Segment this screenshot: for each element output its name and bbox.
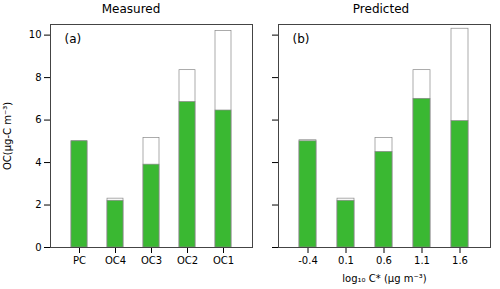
svg-text:6: 6: [35, 114, 41, 125]
svg-text:OC2: OC2: [177, 255, 198, 266]
svg-text:PC: PC: [73, 255, 86, 266]
svg-text:4: 4: [35, 157, 41, 168]
svg-text:OC3: OC3: [141, 255, 162, 266]
html-text:Predicted: Predicted: [352, 2, 410, 16]
svg-text:1.1: 1.1: [414, 255, 430, 266]
svg-text:OC4: OC4: [105, 255, 126, 266]
svg-text:0.1: 0.1: [338, 255, 354, 266]
svg-text:log₁₀ C* (μg m⁻³): log₁₀ C* (μg m⁻³): [342, 273, 426, 284]
svg-text:1.6: 1.6: [452, 255, 468, 266]
svg-text:OC1: OC1: [213, 255, 234, 266]
svg-text:(a): (a): [65, 32, 82, 46]
svg-text:OC(μg-C m⁻³): OC(μg-C m⁻³): [2, 102, 13, 170]
svg-text:-0.4: -0.4: [298, 255, 318, 266]
svg-text:0.6: 0.6: [376, 255, 392, 266]
html-text:Measured: Measured: [101, 2, 161, 16]
svg-text:0: 0: [35, 242, 41, 253]
svg-text:8: 8: [35, 72, 41, 83]
svg-text:10: 10: [29, 29, 42, 40]
svg-text:(b): (b): [293, 32, 310, 46]
svg-text:2: 2: [35, 199, 41, 210]
